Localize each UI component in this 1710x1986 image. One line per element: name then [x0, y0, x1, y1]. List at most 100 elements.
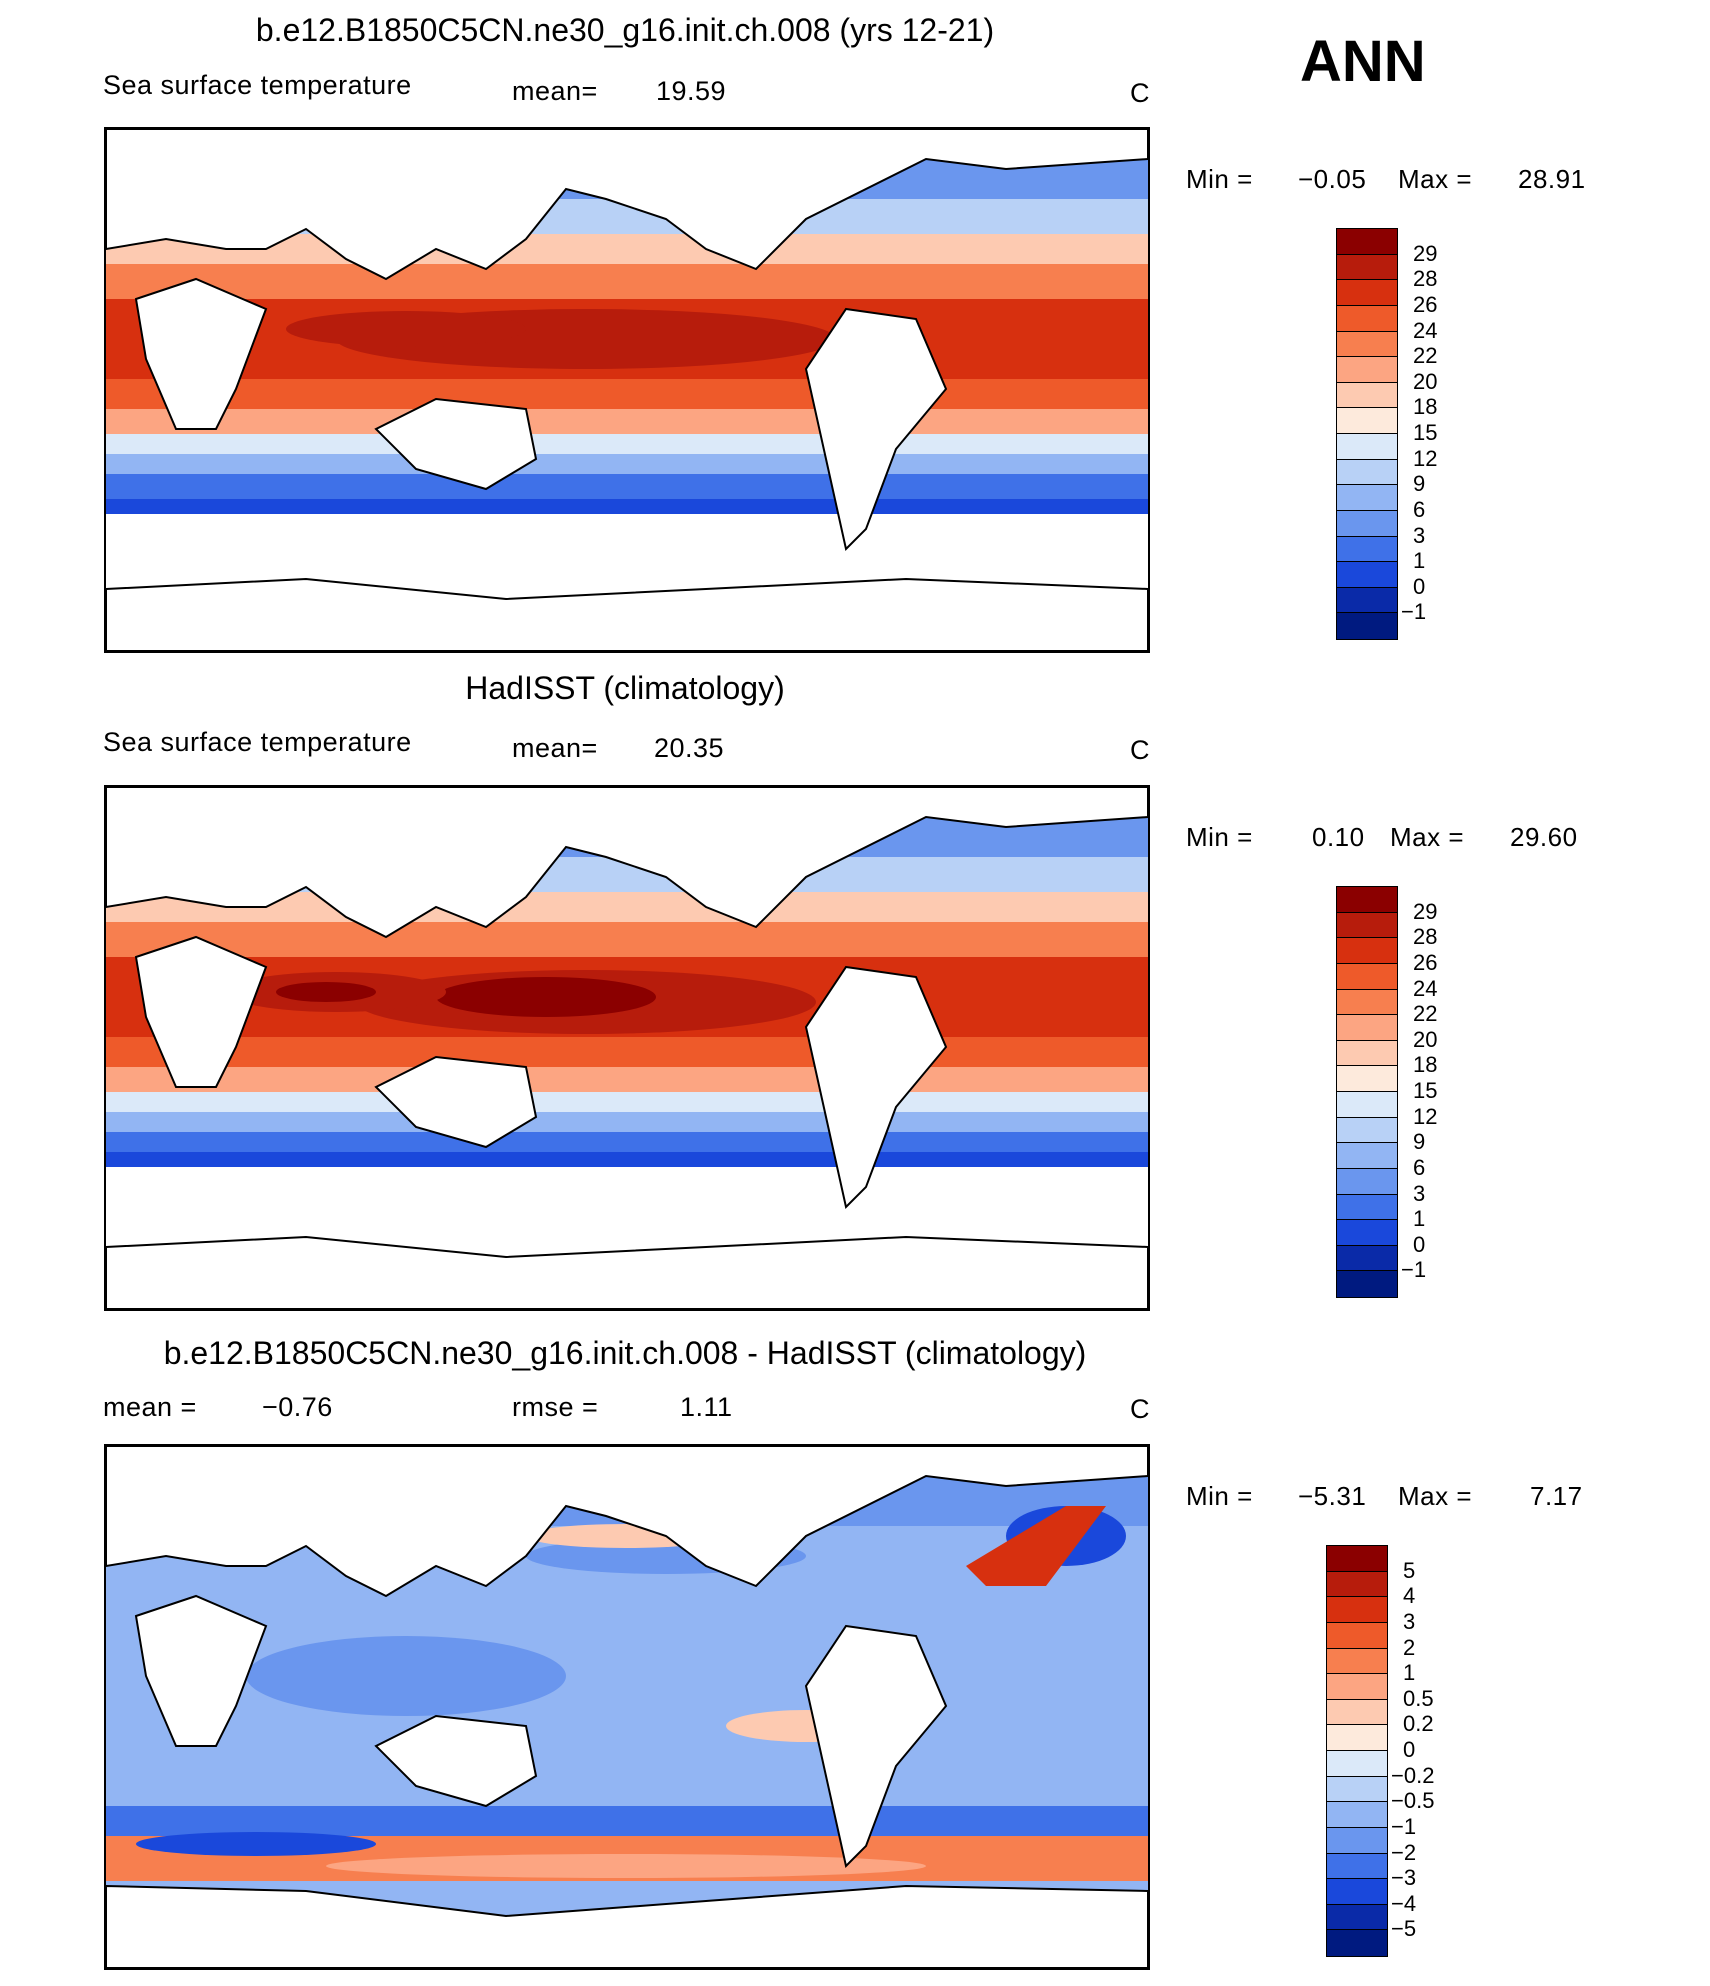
colorbar-segment	[1327, 1853, 1387, 1880]
colorbar-tick-label: 1	[1413, 548, 1426, 574]
panel-1-units: C	[1130, 78, 1150, 108]
panel-3-map	[104, 1444, 1150, 1970]
colorbar-segment	[1337, 1194, 1397, 1221]
colorbar-tick-label: 3	[1413, 522, 1426, 548]
colorbar-segment	[1337, 989, 1397, 1016]
panel-2-mean-label: mean=	[512, 733, 598, 763]
colorbar-tick-label: 29	[1413, 898, 1438, 924]
colorbar-segment	[1337, 1168, 1397, 1195]
panel-1-colorbar-ticks: 29 28 26 24 22 20 18 15 12 9 6 3 1 0 −1	[1401, 228, 1493, 638]
colorbar-segment	[1337, 408, 1397, 434]
panel-1-variable-label: Sea surface temperature	[103, 70, 412, 100]
colorbar-tick-label: 1	[1413, 1206, 1426, 1232]
colorbar-segment	[1337, 305, 1397, 332]
panel-2-min-label: Min =	[1186, 822, 1253, 852]
colorbar-tick-label: 6	[1413, 496, 1426, 522]
colorbar-segment	[1337, 1015, 1397, 1041]
colorbar-tick-label: −5	[1391, 1916, 1417, 1942]
colorbar-tick-label: 29	[1413, 240, 1438, 266]
colorbar-tick-label: 28	[1413, 266, 1438, 292]
colorbar-tick-label: 22	[1413, 1001, 1438, 1027]
colorbar-segment	[1327, 1802, 1387, 1828]
colorbar-tick-label: 18	[1413, 394, 1438, 420]
colorbar-tick-label: 24	[1413, 975, 1438, 1001]
panel-1-max-value: 28.91	[1518, 164, 1586, 194]
colorbar-tick-label: 20	[1413, 1026, 1438, 1052]
colorbar-segment	[1337, 562, 1397, 588]
colorbar-segment	[1327, 1622, 1387, 1649]
panel-2-min-value: 0.10	[1312, 822, 1365, 852]
colorbar-segment	[1337, 331, 1397, 358]
colorbar-tick-label: 3	[1403, 1608, 1416, 1634]
panel-2-max-value: 29.60	[1510, 822, 1578, 852]
colorbar-tick-label: −3	[1391, 1865, 1417, 1891]
colorbar-segment	[1327, 1648, 1387, 1675]
colorbar-segment	[1327, 1776, 1387, 1803]
colorbar-tick-label: 15	[1413, 420, 1438, 445]
colorbar-tick-label: 18	[1413, 1052, 1438, 1078]
colorbar-segment	[1337, 1066, 1397, 1092]
colorbar-tick-label: 0.5	[1403, 1685, 1434, 1711]
colorbar-tick-label: 24	[1413, 317, 1438, 343]
panel-3-rmse-value: 1.11	[680, 1392, 733, 1422]
colorbar-tick-label: 0	[1413, 1231, 1426, 1257]
panel-2-map	[104, 785, 1150, 1311]
colorbar-tick-label: −1	[1401, 599, 1427, 625]
colorbar-segment	[1337, 938, 1397, 964]
panel-1-mean-label: mean=	[512, 76, 598, 106]
colorbar-tick-label: −1	[1391, 1813, 1417, 1839]
colorbar-segment	[1337, 459, 1397, 486]
colorbar-segment	[1337, 229, 1397, 255]
colorbar-segment	[1337, 434, 1397, 460]
colorbar-segment	[1337, 510, 1397, 537]
panel-2-variable-label: Sea surface temperature	[103, 727, 412, 757]
colorbar-segment	[1337, 887, 1397, 913]
colorbar-segment	[1337, 485, 1397, 511]
colorbar-tick-label: 3	[1413, 1180, 1426, 1206]
colorbar-segment	[1327, 1930, 1387, 1956]
panel-3-colorbar-ticks: 5 4 3 2 1 0.5 0.2 0 −0.2 −0.5 −1 −2 −3 −4 −5	[1391, 1545, 1493, 1955]
panel-3-units: C	[1130, 1394, 1150, 1424]
colorbar-segment	[1337, 536, 1397, 563]
panel-3-max-value: 7.17	[1530, 1481, 1583, 1511]
colorbar-segment	[1337, 1117, 1397, 1144]
colorbar-tick-label: 5	[1403, 1557, 1416, 1583]
colorbar-segment	[1327, 1725, 1387, 1751]
colorbar-tick-label: 4	[1403, 1583, 1416, 1609]
panel-1-title: b.e12.B1850C5CN.ne30_g16.init.ch.008 (yr…	[255, 12, 995, 48]
colorbar-tick-label: −0.2	[1391, 1762, 1435, 1788]
panel-2-mean-value: 20.35	[654, 733, 725, 763]
colorbar-segment	[1327, 1699, 1387, 1726]
panel-3-title: b.e12.B1850C5CN.ne30_g16.init.ch.008 - H…	[163, 1335, 1087, 1371]
panel-2-colorbar-ticks: 29 28 26 24 22 20 18 15 12 9 6 3 1 0 −1	[1401, 886, 1493, 1296]
colorbar-segment	[1337, 382, 1397, 409]
colorbar-tick-label: 9	[1413, 1129, 1426, 1155]
colorbar-segment	[1337, 1245, 1397, 1272]
colorbar-tick-label: 0	[1403, 1737, 1416, 1762]
panel-1-map-svg	[106, 129, 1148, 651]
colorbar-segment	[1327, 1674, 1387, 1700]
colorbar-segment	[1327, 1546, 1387, 1572]
colorbar-tick-label: 0	[1413, 573, 1426, 599]
panel-3-mean-value: −0.76	[262, 1392, 333, 1422]
colorbar-segment	[1327, 1904, 1387, 1931]
colorbar-tick-label: 26	[1413, 291, 1438, 317]
panel-3-map-svg	[106, 1446, 1148, 1968]
colorbar-segment	[1337, 280, 1397, 306]
colorbar-segment	[1327, 1571, 1387, 1598]
colorbar-segment	[1337, 1092, 1397, 1118]
colorbar-tick-label: −1	[1401, 1257, 1427, 1283]
colorbar-segment	[1337, 963, 1397, 990]
colorbar-tick-label: −4	[1391, 1890, 1417, 1916]
colorbar-segment	[1327, 1827, 1387, 1854]
season-label: ANN	[1300, 29, 1426, 94]
colorbar-tick-label: 2	[1403, 1634, 1416, 1660]
colorbar-segment	[1337, 1220, 1397, 1246]
colorbar-segment	[1337, 587, 1397, 614]
colorbar-tick-label: −0.5	[1391, 1788, 1435, 1814]
colorbar-tick-label: −2	[1391, 1839, 1417, 1865]
colorbar-segment	[1327, 1597, 1387, 1623]
panel-3-rmse-label: rmse =	[512, 1392, 599, 1422]
panel-2-max-label: Max =	[1390, 822, 1465, 852]
panel-3-min-value: −5.31	[1298, 1481, 1367, 1511]
